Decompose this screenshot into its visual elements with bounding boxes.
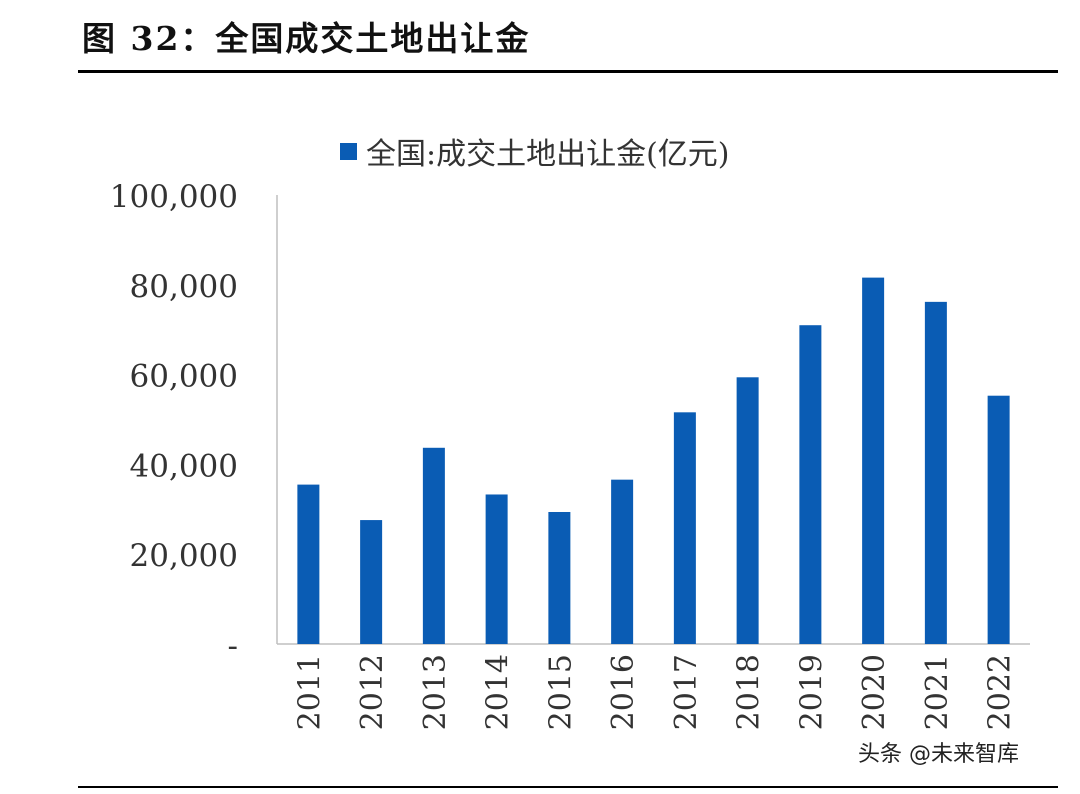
figure-title: 图 32：全国成交土地出让金 <box>82 19 531 58</box>
legend-swatch <box>340 143 357 160</box>
bar-2018 <box>736 377 759 644</box>
x-tick-label: 2015 <box>543 654 578 730</box>
bar-2012 <box>360 520 383 644</box>
y-tick-label: 20,000 <box>130 538 238 574</box>
bar-2015 <box>548 511 571 644</box>
x-tick-label: 2019 <box>794 654 829 730</box>
bar-2022 <box>987 395 1010 644</box>
legend-label: 全国:成交土地出让金(亿元) <box>366 137 730 172</box>
x-tick-label: 2011 <box>292 654 327 730</box>
x-tick-label: 2022 <box>983 654 1018 730</box>
bar-2019 <box>799 325 822 644</box>
x-tick-label: 2021 <box>920 654 955 730</box>
y-tick-label: - <box>228 628 238 664</box>
bar-2017 <box>673 412 696 644</box>
bar-2013 <box>422 447 445 644</box>
bottom-rule <box>78 786 1058 788</box>
bar-2011 <box>297 484 320 644</box>
x-tick-label: 2018 <box>732 654 767 730</box>
y-tick-label: 60,000 <box>130 359 238 395</box>
x-tick-label: 2012 <box>355 654 390 730</box>
bar-2021 <box>924 301 947 644</box>
y-tick-label: 100,000 <box>110 179 238 215</box>
title-rule <box>78 70 1058 73</box>
x-tick-label: 2013 <box>418 654 453 730</box>
watermark: 头条 @未来智库 <box>858 742 1019 767</box>
x-tick-label: 2016 <box>606 654 641 730</box>
bar-2020 <box>862 277 885 644</box>
x-tick-label: 2014 <box>481 654 516 730</box>
y-tick-label: 80,000 <box>130 269 238 305</box>
x-tick-label: 2017 <box>669 654 704 730</box>
bar-2014 <box>485 494 508 644</box>
x-tick-label: 2020 <box>857 654 892 730</box>
bar-2016 <box>611 479 634 644</box>
y-tick-label: 40,000 <box>130 448 238 484</box>
